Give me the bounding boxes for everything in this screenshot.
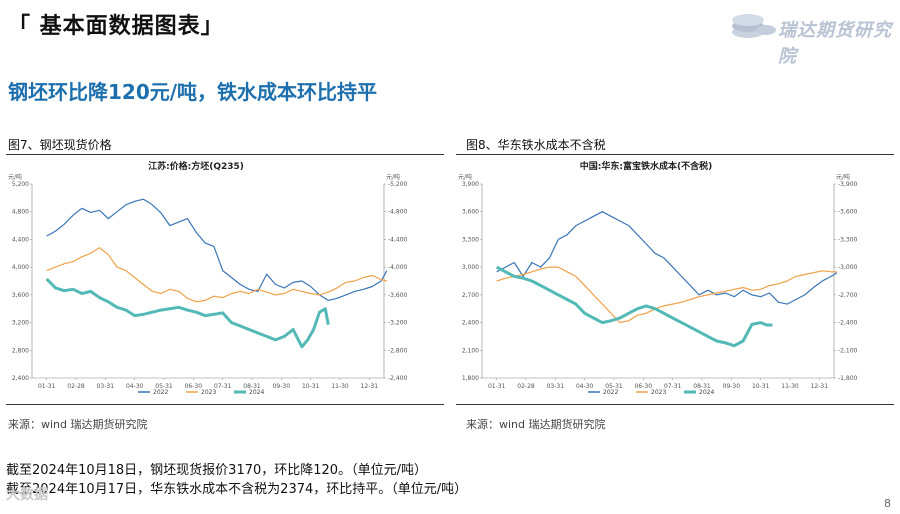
y-tick-label-right: -3,300 (838, 236, 858, 243)
right-unit-label: 元/吨 (386, 173, 400, 181)
y-tick-label-right: -3,600 (388, 292, 408, 299)
series-line-2023 (496, 266, 837, 324)
y-tick-label-left: 2,800 (12, 347, 29, 354)
legend-label-2024: 2024 (699, 389, 714, 396)
x-tick-label: 08-31 (693, 383, 711, 390)
y-tick-label-right: -4,000 (388, 264, 408, 271)
x-tick-label: 12-31 (811, 383, 829, 390)
y-tick-label-right: -4,400 (388, 236, 408, 243)
y-tick-label-left: 3,600 (12, 292, 29, 299)
y-tick-label-left: 2,100 (462, 347, 479, 354)
figure-8-bottom-rule (456, 404, 894, 405)
y-tick-label-left: 2,700 (462, 292, 479, 299)
x-tick-label: 01-31 (38, 383, 56, 390)
legend-label-2022: 2022 (153, 389, 168, 396)
legend-label-2024: 2024 (249, 389, 264, 396)
y-tick-label-left: 4,800 (12, 209, 29, 216)
y-tick-label-left: 2,400 (12, 375, 29, 382)
x-tick-label: 04-30 (576, 383, 594, 390)
y-tick-label-right: -2,800 (388, 347, 408, 354)
page-title: 「 基本面数据图表」 (8, 14, 224, 39)
figure-8-rule (456, 154, 894, 155)
y-tick-label-right: -3,900 (838, 181, 858, 188)
left-unit-label: 元/吨 (458, 173, 472, 181)
y-tick-label-right: -3,200 (388, 320, 408, 327)
y-tick-label-right: -3,600 (838, 209, 858, 216)
x-tick-label: 05-31 (155, 383, 173, 390)
y-tick-label-left: 5,200 (12, 181, 29, 188)
x-tick-label: 10-31 (752, 383, 770, 390)
x-tick-label: 10-31 (302, 383, 320, 390)
y-tick-label-right: -3,000 (838, 264, 858, 271)
x-tick-label: 05-31 (605, 383, 623, 390)
figure-8-source: 来源：wind 瑞达期货研究院 (466, 418, 606, 431)
x-tick-label: 03-31 (547, 383, 565, 390)
x-tick-label: 09-30 (723, 383, 741, 390)
y-tick-label-left: 3,900 (462, 181, 479, 188)
series-line-2024 (495, 265, 773, 348)
x-tick-label: 02-28 (517, 383, 535, 390)
y-tick-label-left: 1,800 (462, 375, 479, 382)
chart-title: 江苏:价格:方坯(Q235) (148, 160, 244, 172)
watermark: 大数据 (6, 487, 48, 503)
legend-label-2022: 2022 (603, 389, 618, 396)
legend-label-2023: 2023 (651, 389, 666, 396)
x-tick-label: 12-31 (361, 383, 379, 390)
y-tick-label-right: -2,100 (838, 347, 858, 354)
x-tick-label: 11-30 (331, 383, 349, 390)
x-tick-label: 04-30 (126, 383, 144, 390)
figure-7-source: 来源：wind 瑞达期货研究院 (8, 418, 148, 431)
note-billet: 截至2024年10月18日，钢坯现货报价3170，环比降120。（单位元/吨） (6, 463, 427, 478)
legend-label-2023: 2023 (201, 389, 216, 396)
series-line-2022 (496, 211, 838, 305)
y-tick-label-left: 3,300 (462, 236, 479, 243)
left-unit-label: 元/吨 (8, 173, 22, 181)
y-tick-label-right: -1,800 (838, 375, 858, 382)
y-tick-label-right: -2,700 (838, 292, 858, 299)
series-line-2024 (45, 277, 330, 349)
x-tick-label: 06-30 (185, 383, 203, 390)
series-line-2022 (46, 198, 388, 301)
x-tick-label: 07-31 (214, 383, 232, 390)
x-tick-label: 06-30 (635, 383, 653, 390)
y-tick-label-left: 3,000 (462, 264, 479, 271)
hot-metal-cost-chart: 中国:华东:富宝铁水成本(不含税) 元/吨 元/吨 1,800 -1,800 2,100 -… (458, 160, 858, 396)
right-unit-label: 元/吨 (836, 173, 850, 181)
y-tick-label-left: 3,600 (462, 209, 479, 216)
y-tick-label-left: 4,400 (12, 236, 29, 243)
x-tick-label: 08-31 (243, 383, 261, 390)
figure-8-title: 图8、华东铁水成本不含税 (466, 138, 606, 152)
y-tick-label-right: -2,400 (388, 375, 408, 382)
y-tick-label-left: 2,400 (462, 320, 479, 327)
figure-7-title: 图7、钢坯现货价格 (8, 138, 112, 152)
steel-billet-chart: 江苏:价格:方坯(Q235) 元/吨 元/吨 2,400 -2,400 2,800 -2,8… (8, 160, 408, 396)
y-tick-label-right: -5,200 (388, 181, 408, 188)
x-tick-label: 02-28 (67, 383, 85, 390)
y-tick-label-right: -4,800 (388, 209, 408, 216)
chart-title: 中国:华东:富宝铁水成本(不含税) (580, 160, 712, 172)
x-tick-label: 01-31 (488, 383, 506, 390)
y-tick-label-right: -2,400 (838, 320, 858, 327)
figure-7-rule (6, 154, 444, 155)
figure-7-bottom-rule (6, 404, 444, 405)
x-tick-label: 09-30 (273, 383, 291, 390)
coins-logo-icon (732, 14, 776, 38)
y-tick-label-left: 3,200 (12, 320, 29, 327)
headline: 钢坯环比降120元/吨，铁水成本环比持平 (8, 80, 378, 104)
series-line-2023 (46, 247, 388, 303)
y-tick-label-left: 4,000 (12, 264, 29, 271)
x-tick-label: 11-30 (781, 383, 799, 390)
page-number: 8 (884, 497, 891, 510)
x-tick-label: 07-31 (664, 383, 682, 390)
logo-text: 瑞达期货研究院 (778, 20, 892, 67)
note-hot-metal: 截至2024年10月17日，华东铁水成本不含税为2374，环比持平。（单位元/吨… (6, 482, 468, 497)
x-tick-label: 03-31 (97, 383, 115, 390)
